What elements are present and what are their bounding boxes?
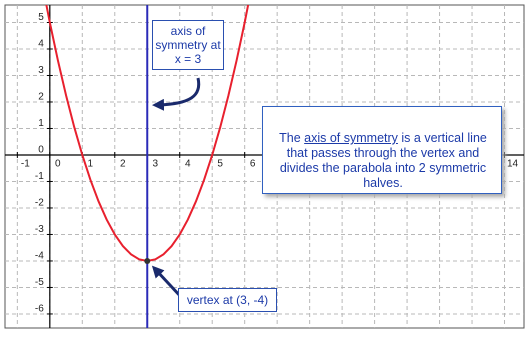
x-tick-label: 3 [152,159,158,170]
arrow [152,77,201,111]
y-tick-label: -6 [35,304,44,315]
y-tick-label: -2 [35,198,44,209]
text: is a vertical line that passes through t… [279,131,487,190]
x-tick-label: 6 [250,159,256,170]
y-tick-label: -4 [35,251,44,262]
text: The [279,131,305,145]
x-tick-label: 1 [88,159,94,170]
x-tick-label: 4 [185,159,191,170]
x-tick-label: 2 [120,159,126,170]
axis-annotation: axis of symmetry at x = 3 [152,20,224,70]
y-tick-label: 2 [38,92,44,103]
y-tick-label: -1 [35,171,44,182]
x-tick-label: 14 [507,159,519,170]
vertex-annotation: vertex at (3, -4) [178,288,277,312]
y-tick-label: 4 [38,39,44,50]
y-tick-label: 0 [38,145,44,156]
x-tick-label: -1 [21,159,30,170]
y-tick-label: -5 [35,277,44,288]
explanation-box: The axis of symmetry is a vertical line … [262,106,502,194]
link-text: axis of symmetry [304,131,398,145]
x-tick-label: 0 [55,159,61,170]
x-tick-label: 5 [217,159,223,170]
y-tick-label: 5 [38,12,44,23]
y-tick-label: 3 [38,65,44,76]
arrow [151,265,184,300]
y-tick-label: -3 [35,224,44,235]
vertex-point [144,257,151,264]
y-tick-label: 1 [38,118,44,129]
